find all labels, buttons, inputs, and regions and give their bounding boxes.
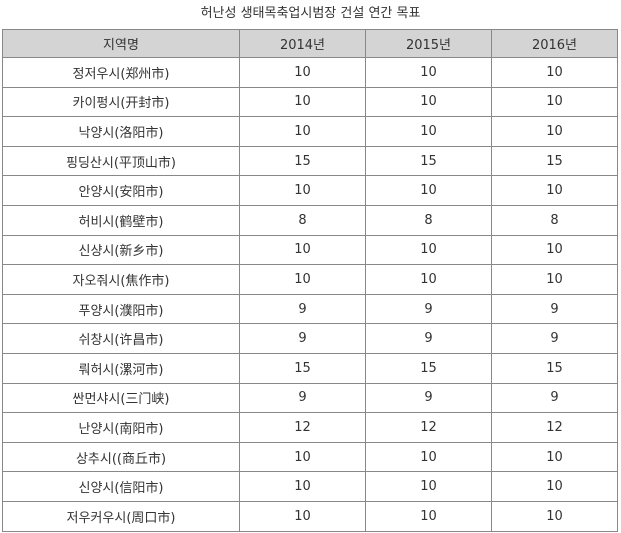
value-cell: 10 <box>365 175 492 206</box>
table-row: 허비시(鹤壁市) 8 8 8 <box>2 204 618 236</box>
table-body: 정저우시(郑州市) 10 10 10 카이펑시(开封市) 10 10 10 낙양시(洛阳市) 10… <box>2 57 618 532</box>
table-row: 안양시(安阳市) 10 10 10 <box>2 175 618 206</box>
table-row: 쉬창시(许昌市) 9 9 9 <box>2 323 618 354</box>
table-row: 상추시((商丘市) 10 10 10 <box>2 441 618 473</box>
value-cell: 9 <box>365 323 492 354</box>
value-cell: 9 <box>239 323 366 354</box>
value-cell: 12 <box>365 412 492 443</box>
table-header: 지역명 2014년 2015년 2016년 <box>2 29 618 58</box>
value-cell: 10 <box>491 86 618 118</box>
value-cell: 10 <box>365 86 492 118</box>
region-cell: 푸양시(濮阳市) <box>2 293 240 325</box>
table-row: 신샹시(新乡市) 10 10 10 <box>2 234 618 266</box>
value-cell: 10 <box>365 471 492 502</box>
table-row: 자오줘시(焦作市) 10 10 10 <box>2 264 618 295</box>
value-cell: 10 <box>365 441 492 473</box>
value-cell: 15 <box>239 145 366 177</box>
region-cell: 안양시(安阳市) <box>2 175 240 206</box>
region-cell: 쉬창시(许昌市) <box>2 323 240 354</box>
value-cell: 10 <box>365 116 492 147</box>
value-cell: 10 <box>491 441 618 473</box>
value-cell: 10 <box>491 116 618 147</box>
data-table: 지역명 2014년 2015년 2016년 정저우시(郑州市) 10 10 10 카이펑시(开… <box>2 29 618 532</box>
value-cell: 10 <box>365 500 492 532</box>
header-cell: 2015년 <box>365 29 492 58</box>
region-cell: 정저우시(郑州市) <box>2 57 240 88</box>
region-cell: 저우커우시(周口市) <box>2 500 240 532</box>
value-cell: 10 <box>491 234 618 266</box>
value-cell: 10 <box>239 175 366 206</box>
value-cell: 15 <box>365 145 492 177</box>
region-cell: 자오줘시(焦作市) <box>2 264 240 295</box>
header-cell: 지역명 <box>2 29 240 58</box>
value-cell: 9 <box>491 382 618 414</box>
value-cell: 10 <box>239 264 366 295</box>
region-cell: 상추시((商丘市) <box>2 441 240 473</box>
region-cell: 싼먼샤시(三门峡) <box>2 382 240 414</box>
value-cell: 10 <box>239 471 366 502</box>
value-cell: 12 <box>491 412 618 443</box>
value-cell: 9 <box>239 382 366 414</box>
table-row: 신양시(信阳市) 10 10 10 <box>2 471 618 502</box>
title: 허난성 생태목축업시범장 건설 연간 목표 <box>200 6 421 21</box>
table-row: 저우커우시(周口市) 10 10 10 <box>2 500 618 532</box>
table-row: 낙양시(洛阳市) 10 10 10 <box>2 116 618 147</box>
value-cell: 10 <box>491 264 618 295</box>
value-cell: 9 <box>365 382 492 414</box>
value-cell: 10 <box>365 264 492 295</box>
value-cell: 10 <box>365 57 492 88</box>
region-cell: 핑딩산시(平顶山市) <box>2 145 240 177</box>
value-cell: 10 <box>491 57 618 88</box>
region-cell: 낙양시(洛阳市) <box>2 116 240 147</box>
header-row: 지역명 2014년 2015년 2016년 <box>2 29 618 58</box>
value-cell: 10 <box>491 500 618 532</box>
value-cell: 15 <box>491 145 618 177</box>
value-cell: 12 <box>239 412 366 443</box>
value-cell: 8 <box>239 204 366 236</box>
value-cell: 15 <box>239 352 366 384</box>
table-row: 핑딩산시(平顶山市) 15 15 15 <box>2 145 618 177</box>
region-cell: 카이펑시(开封市) <box>2 86 240 118</box>
table-row: 뤄허시(漯河市) 15 15 15 <box>2 352 618 384</box>
value-cell: 10 <box>491 471 618 502</box>
table-row: 싼먼샤시(三门峡) 9 9 9 <box>2 382 618 414</box>
region-cell: 신양시(信阳市) <box>2 471 240 502</box>
header-cell: 2014년 <box>239 29 366 58</box>
value-cell: 10 <box>239 116 366 147</box>
value-cell: 10 <box>491 175 618 206</box>
table-row: 카이펑시(开封市) 10 10 10 <box>2 86 618 118</box>
value-cell: 8 <box>365 204 492 236</box>
region-cell: 허비시(鹤壁市) <box>2 204 240 236</box>
value-cell: 10 <box>239 441 366 473</box>
region-cell: 난양시(南阳市) <box>2 412 240 443</box>
header-cell: 2016년 <box>491 29 618 58</box>
value-cell: 8 <box>491 204 618 236</box>
table-row: 난양시(南阳市) 12 12 12 <box>2 412 618 443</box>
region-cell: 신샹시(新乡市) <box>2 234 240 266</box>
table-row: 푸양시(濮阳市) 9 9 9 <box>2 293 618 325</box>
value-cell: 15 <box>365 352 492 384</box>
value-cell: 9 <box>365 293 492 325</box>
value-cell: 9 <box>491 323 618 354</box>
value-cell: 9 <box>239 293 366 325</box>
table-row: 정저우시(郑州市) 10 10 10 <box>2 57 618 88</box>
value-cell: 10 <box>239 57 366 88</box>
value-cell: 9 <box>491 293 618 325</box>
value-cell: 15 <box>491 352 618 384</box>
value-cell: 10 <box>239 86 366 118</box>
value-cell: 10 <box>239 500 366 532</box>
region-cell: 뤄허시(漯河市) <box>2 352 240 384</box>
value-cell: 10 <box>239 234 366 266</box>
value-cell: 10 <box>365 234 492 266</box>
